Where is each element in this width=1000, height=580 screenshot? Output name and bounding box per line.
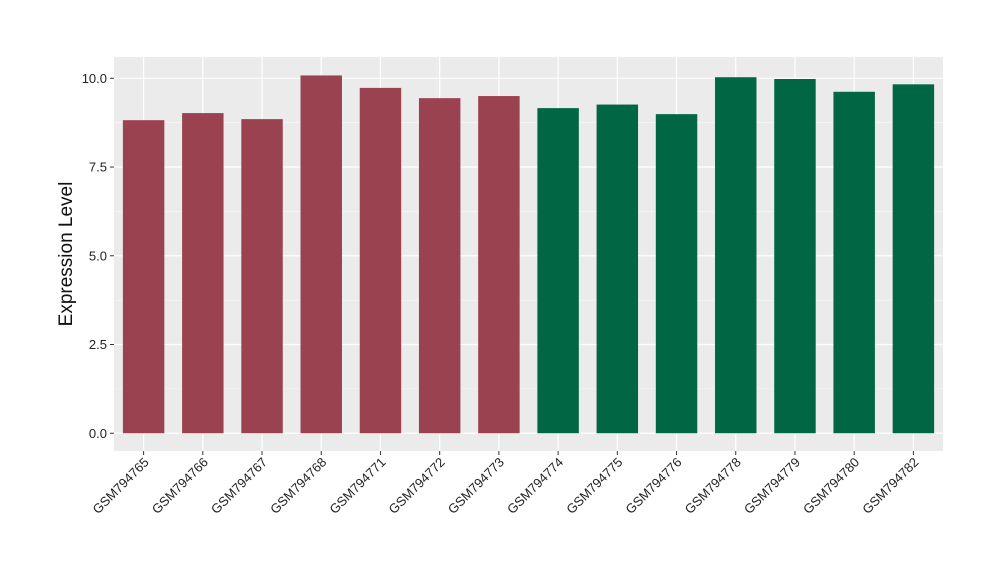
bar-GSM794775 [596,104,639,434]
x-tick-label: GSM794766 [149,455,211,517]
x-tick-label: GSM794779 [741,455,803,517]
y-axis-title: Expression Level [56,182,77,327]
bar-GSM794765 [122,120,165,434]
x-tick-label: GSM794773 [445,455,507,517]
bar-GSM794779 [774,79,816,434]
y-tick-label: 2.5 [89,337,107,352]
bar-GSM794782 [892,84,935,434]
bar-GSM794780 [833,91,875,434]
y-tick-label: 10.0 [82,71,107,86]
bar-GSM794771 [359,87,402,434]
x-tick-label: GSM794771 [326,455,388,517]
x-tick-label: GSM794780 [800,455,862,517]
y-tick-label: 5.0 [89,248,107,263]
x-tick-label: GSM794774 [504,455,566,517]
bar-GSM794773 [478,96,520,434]
x-tick-label: GSM794768 [267,455,329,517]
y-axis: 0.0 2.5 5.0 7.5 10.0 [82,71,114,441]
bar-GSM794767 [241,119,283,434]
bars [122,75,935,434]
x-tick-label: GSM794772 [386,455,448,517]
plot-panel [114,57,943,451]
x-axis: GSM794765GSM794766GSM794767GSM794768GSM7… [90,451,922,517]
bar-GSM794774 [537,108,579,434]
x-tick-label: GSM794767 [208,455,270,517]
x-tick-label: GSM794775 [563,455,625,517]
x-tick-label: GSM794782 [859,455,921,517]
bar-GSM794768 [300,75,342,434]
bar-GSM794766 [182,113,224,434]
x-tick-label: GSM794778 [682,455,744,517]
y-tick-label: 7.5 [89,160,107,175]
y-tick-label: 0.0 [89,426,107,441]
bar-GSM794776 [655,114,698,434]
x-tick-label: GSM794776 [622,455,684,517]
x-tick-label: GSM794765 [90,455,152,517]
bar-GSM794772 [418,98,461,434]
bar-GSM794778 [715,77,757,434]
